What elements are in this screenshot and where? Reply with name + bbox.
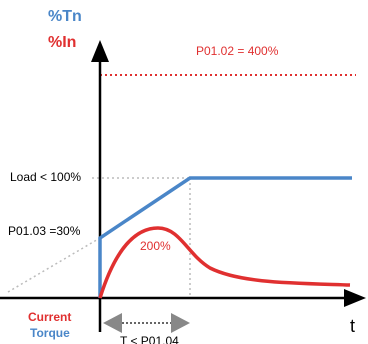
torque-legend: Torque bbox=[30, 326, 70, 340]
load-label: Load < 100% bbox=[10, 170, 81, 184]
ramp-time-label: T < P01.04 bbox=[120, 334, 179, 344]
start-torque-label: P01.03 =30% bbox=[8, 224, 81, 238]
ramp-arrow-right bbox=[171, 313, 190, 333]
peak-label: 200% bbox=[140, 239, 171, 253]
torque-curve bbox=[98, 176, 352, 298]
time-axis-label: t bbox=[350, 316, 355, 336]
limit-label: P01.02 = 400% bbox=[196, 44, 279, 58]
ramp-arrow-left bbox=[103, 313, 122, 333]
start-guide bbox=[7, 237, 101, 293]
current-curve bbox=[98, 226, 351, 299]
x-arrow bbox=[344, 289, 366, 307]
current-axis-label: %In bbox=[48, 34, 76, 51]
torque-axis-label: %Tn bbox=[48, 8, 82, 25]
y-arrow bbox=[91, 40, 109, 62]
current-legend: Current bbox=[28, 310, 71, 324]
